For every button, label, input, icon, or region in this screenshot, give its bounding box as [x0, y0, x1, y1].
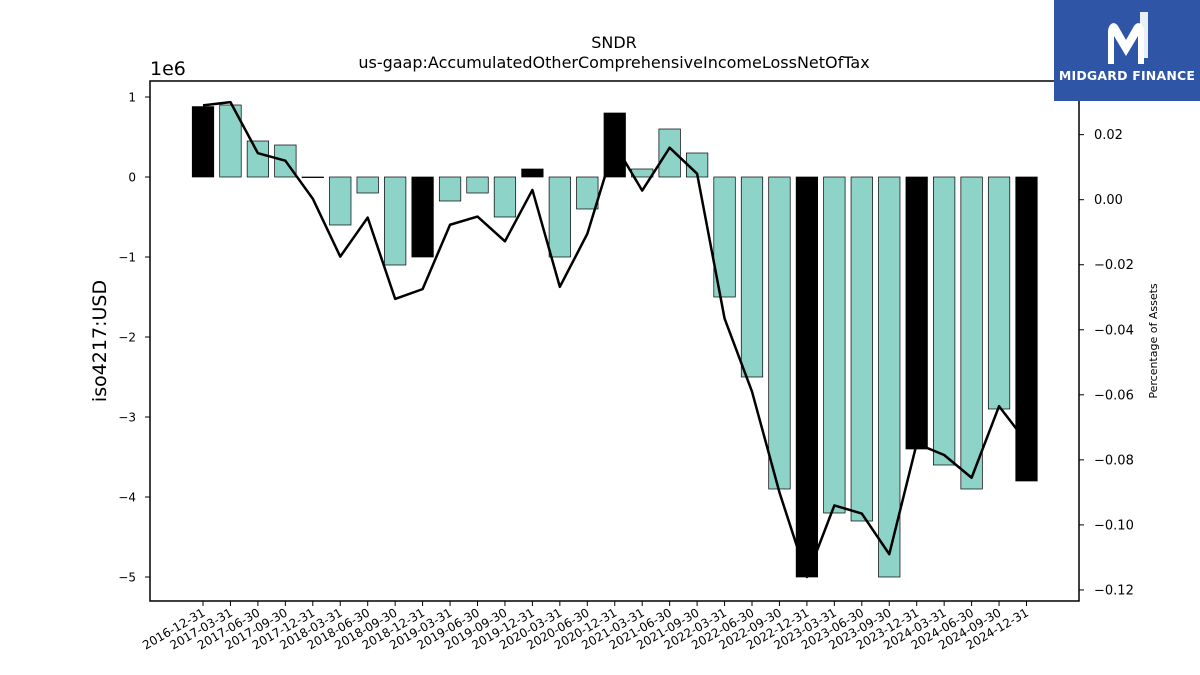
y2-tick-label: 0.00 — [1094, 193, 1123, 208]
y2-tick-label: −0.12 — [1094, 583, 1134, 598]
bar-2019-06-30 — [466, 176, 489, 194]
percentage-line — [202, 100, 1028, 579]
bar-2022-06-30 — [740, 176, 764, 378]
bar-2017-03-31 — [219, 104, 242, 178]
right-axis: −0.12 −0.10 −0.08 −0.06 −0.04 −0.02 0.00 0.02 — [1079, 128, 1134, 598]
bar-2019-12-31 — [521, 168, 544, 178]
logo: MIDGARD FINANCE — [1054, 0, 1200, 101]
y2-tick-label: −0.08 — [1094, 453, 1134, 468]
bar-2016-12-31 — [191, 106, 215, 178]
bar-2020-03-31 — [548, 176, 571, 258]
bar-2018-12-31 — [411, 176, 434, 258]
y-tick-label: 1 — [128, 91, 136, 105]
bar-2022-09-30 — [768, 176, 791, 490]
bar-2022-03-31 — [713, 176, 736, 298]
bar-2023-09-30 — [878, 176, 901, 578]
y-tick-label: 0 — [128, 171, 136, 185]
line-layer — [202, 100, 1028, 579]
bar-2024-06-30 — [960, 176, 983, 490]
bar-2024-09-30 — [987, 176, 1011, 410]
y-tick-label: −2 — [118, 331, 136, 345]
logo-mark-icon — [1108, 12, 1148, 64]
bar-2018-06-30 — [356, 176, 379, 194]
y2-axis-label: Percentage of Assets — [1147, 283, 1160, 399]
bars — [191, 104, 1038, 578]
y-tick-label: −1 — [118, 251, 136, 265]
bar-2019-03-31 — [438, 176, 462, 202]
y2-tick-label: −0.04 — [1094, 323, 1134, 338]
x-axis: 2016-12-312017-03-312017-06-302017-09-30… — [140, 601, 1031, 652]
bar-2023-03-31 — [823, 176, 846, 514]
chart-subtitle: us-gaap:AccumulatedOtherComprehensiveInc… — [358, 53, 869, 72]
bar-2021-06-30 — [658, 128, 681, 178]
chart-title: SNDR — [591, 33, 637, 52]
y-tick-label: −3 — [118, 411, 136, 425]
logo-text: MIDGARD FINANCE — [1058, 68, 1196, 83]
bar-2018-09-30 — [384, 176, 407, 266]
bar-2022-12-31 — [795, 176, 819, 578]
bar-2020-06-30 — [576, 176, 599, 210]
y2-tick-label: −0.06 — [1094, 388, 1134, 403]
bar-2023-12-31 — [905, 176, 928, 450]
y2-tick-label: −0.02 — [1094, 258, 1134, 273]
y-tick-label: −5 — [118, 571, 136, 585]
bar-2017-12-31 — [301, 176, 324, 178]
y-tick-label: −4 — [118, 491, 136, 505]
bar-2023-06-30 — [850, 176, 873, 522]
bar-2017-06-30 — [246, 140, 269, 178]
bar-2024-12-31 — [1015, 176, 1038, 482]
y2-tick-label: 0.02 — [1094, 128, 1123, 143]
y-scale-label: 1e6 — [150, 58, 186, 80]
bar-2024-03-31 — [933, 176, 956, 466]
bar-2018-03-31 — [329, 176, 352, 226]
left-axis: −5 −4 −3 −2 −1 0 1 — [118, 91, 150, 585]
y-axis-label: iso4217:USD — [89, 280, 111, 402]
y2-tick-label: −0.10 — [1094, 518, 1134, 533]
bar-2019-09-30 — [493, 176, 517, 218]
